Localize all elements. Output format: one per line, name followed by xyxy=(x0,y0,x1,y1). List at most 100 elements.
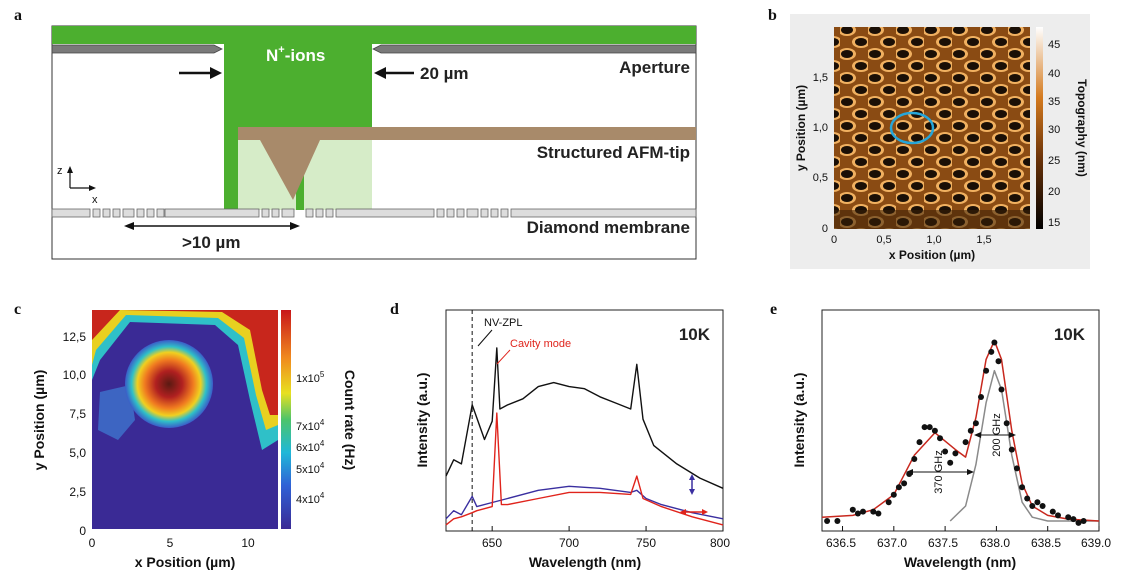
e-data-point xyxy=(1075,519,1082,526)
b-cbtick: 20 xyxy=(1048,186,1060,198)
c-cbtick: 5x104 xyxy=(296,461,325,476)
e-data-point xyxy=(1019,484,1026,491)
b-xtick: 1,0 xyxy=(926,234,941,246)
panel-c: c 0 2,5 5,0 7,5 10,0 12,5 0 5 10 1x105 7… xyxy=(14,301,358,570)
e-data-point xyxy=(962,439,969,446)
e-plot-frame xyxy=(821,309,1100,532)
panel-b: b 0 0,5 1,0 1,5 0 0,5 1,0 1,5 15 20 25 3… xyxy=(768,7,1090,269)
b-xlabel: x Position (µm) xyxy=(889,248,975,262)
e-data-point xyxy=(972,420,979,427)
e-data-point xyxy=(854,510,861,517)
axis-x-label: x xyxy=(92,194,98,206)
c-ytick: 2,5 xyxy=(69,485,86,499)
d-red-arrowhead-right xyxy=(702,509,708,515)
countrate-region-high xyxy=(92,310,278,415)
e-data-point xyxy=(942,448,949,455)
e-data-point xyxy=(983,367,990,374)
c-ytick: 5,0 xyxy=(69,446,86,460)
arrow-left-head xyxy=(210,67,222,79)
d-xtick: 800 xyxy=(710,536,730,550)
diamond-membrane xyxy=(51,208,697,218)
e-narrow-arrow-right xyxy=(1009,432,1016,438)
panel-d: d 10K NV-ZPL Cavity mode 650 700 750 800… xyxy=(390,301,730,570)
e-data-point xyxy=(998,386,1005,393)
e-data-point xyxy=(926,424,933,431)
aperture-left-plate xyxy=(51,44,223,54)
panel-e: e 10K 370 GHz 200 GHz 636.5 637.0 637.5 … xyxy=(770,301,1111,570)
e-data-point xyxy=(952,450,959,457)
e-data-point xyxy=(967,427,974,434)
e-xtick: 637.5 xyxy=(928,536,958,550)
e-data-point xyxy=(1070,516,1077,523)
d-xtick: 700 xyxy=(559,536,579,550)
ion-beam xyxy=(224,26,372,128)
panel-a: a N+-ions 20 µm Aperture Structured AFM-… xyxy=(14,7,697,260)
panel-label-d: d xyxy=(390,301,399,318)
ion-beam-left-stream xyxy=(224,128,238,210)
b-ytick: 0,5 xyxy=(813,172,828,184)
b-cbtick: 40 xyxy=(1048,68,1060,80)
e-xtick: 638.0 xyxy=(980,536,1010,550)
d-ylabel: Intensity (a.u.) xyxy=(414,373,430,468)
countrate-hotspot xyxy=(125,340,213,428)
e-data-point xyxy=(890,491,897,498)
d-temp-label: 10K xyxy=(679,325,711,344)
c-colorbar-ticks: 1x105 7x104 6x104 5x104 4x104 xyxy=(296,370,325,506)
e-data-point xyxy=(1008,446,1015,453)
ions-label: N+-ions xyxy=(266,44,325,65)
e-data-point xyxy=(849,506,856,513)
e-data-point xyxy=(921,424,928,431)
e-data-point xyxy=(860,508,866,515)
d-blue-arrowhead-down xyxy=(689,489,695,495)
highlight-circle xyxy=(889,111,935,145)
e-data-point xyxy=(1029,503,1036,509)
e-data-point xyxy=(947,459,954,466)
e-fit-total xyxy=(821,339,1100,522)
c-ytick: 0 xyxy=(79,524,86,538)
e-data-point xyxy=(991,339,998,346)
b-ylabel: y Position (µm) xyxy=(794,85,808,171)
membrane-label: Diamond membrane xyxy=(527,218,690,237)
e-temp-label: 10K xyxy=(1054,325,1086,344)
d-zpl-pointer xyxy=(477,329,493,347)
countrate-blob xyxy=(98,385,135,440)
topography-colorbar xyxy=(1036,27,1043,229)
b-cbtick: 25 xyxy=(1048,155,1060,167)
c-xlabel: x Position (µm) xyxy=(135,554,236,570)
panel-label-a: a xyxy=(14,7,22,24)
e-data-point xyxy=(885,499,892,506)
c-colorbar-label: Count rate (Hz) xyxy=(342,370,358,470)
c-ytick: 10,0 xyxy=(63,368,87,382)
c-y-ticks: 0 2,5 5,0 7,5 10,0 12,5 xyxy=(63,330,87,538)
b-cbtick: 15 xyxy=(1048,217,1060,229)
b-x-ticks: 0 0,5 1,0 1,5 xyxy=(831,234,992,246)
panel-label-b: b xyxy=(768,7,777,24)
e-data-point xyxy=(1034,499,1041,506)
b-cbtick: 30 xyxy=(1048,124,1060,136)
b-xtick: 0 xyxy=(831,234,837,246)
afm-dark-band xyxy=(834,210,1030,229)
b-cbtick: 45 xyxy=(1048,39,1060,51)
e-narrow-arrow-left xyxy=(974,432,981,438)
b-y-ticks: 0 0,5 1,0 1,5 xyxy=(813,72,828,235)
c-cbtick: 1x105 xyxy=(296,370,325,385)
e-data-point xyxy=(1080,518,1087,524)
e-data-point xyxy=(895,484,902,491)
afm-tip-structure xyxy=(238,127,696,200)
e-x-ticks: 636.5 637.0 637.5 638.0 638.5 639.0 xyxy=(826,536,1111,550)
c-xtick: 0 xyxy=(89,536,96,550)
e-broad-arrow-left xyxy=(906,469,913,475)
d-series-black xyxy=(445,347,724,489)
e-data-point xyxy=(1013,465,1020,472)
e-data-point xyxy=(1003,420,1010,427)
e-xtick: 639.0 xyxy=(1081,536,1111,550)
b-ytick: 1,5 xyxy=(813,72,828,84)
e-data-point xyxy=(1024,495,1031,502)
d-xtick: 650 xyxy=(482,536,502,550)
d-series-blue xyxy=(445,485,724,520)
e-data-point xyxy=(931,427,938,434)
e-narrow-width-label: 200 GHz xyxy=(991,413,1003,456)
b-colorbar-ticks: 15 20 25 30 35 40 45 xyxy=(1048,39,1060,229)
e-data-point xyxy=(995,358,1002,365)
